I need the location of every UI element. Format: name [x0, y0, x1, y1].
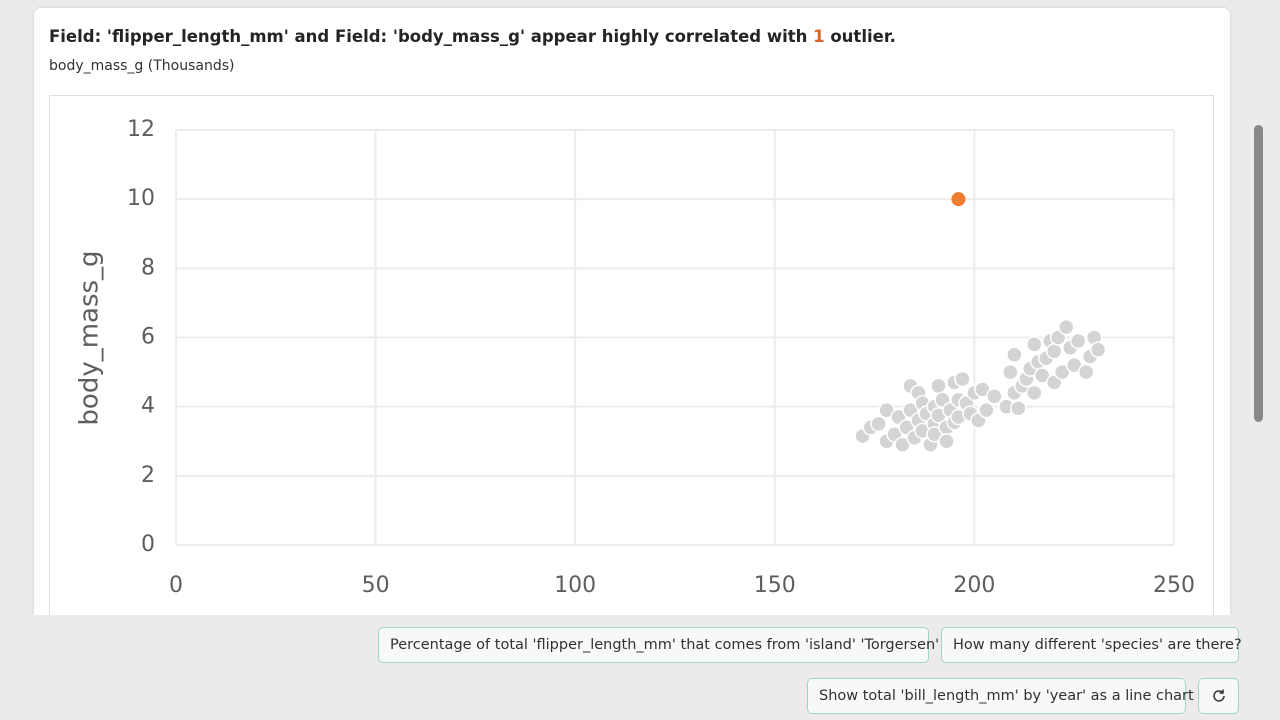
- scatter-point: [1010, 400, 1027, 417]
- y-tick-label: 0: [141, 532, 155, 557]
- suggestion-button[interactable]: How many different 'species' are there?: [941, 627, 1242, 663]
- scatter-point: [1002, 363, 1019, 381]
- scatter-point: [986, 388, 1003, 405]
- x-tick-label: 100: [554, 573, 596, 598]
- x-tick-label: 200: [953, 573, 995, 598]
- x-tick-label: 50: [362, 573, 390, 598]
- scatter-point: [1006, 346, 1023, 364]
- y-axis-title: body_mass_g: [75, 250, 105, 425]
- scatter-point: [1057, 318, 1075, 336]
- x-tick-label: 250: [1153, 573, 1195, 598]
- scatter-point: [1069, 332, 1087, 350]
- scatter-point: [1026, 336, 1043, 353]
- scatter-point: [951, 192, 966, 207]
- scatter-point: [930, 377, 947, 395]
- chart-subtitle: body_mass_g (Thousands): [49, 58, 235, 74]
- scrollbar-thumb[interactable]: [1254, 125, 1263, 422]
- scatter-point: [954, 370, 971, 388]
- title-text: Field: 'flipper_length_mm' and Field: 'b…: [49, 27, 808, 46]
- x-tick-label: 0: [169, 573, 183, 598]
- suggestion-button[interactable]: Percentage of total 'flipper_length_mm' …: [378, 627, 939, 663]
- y-tick-label: 6: [141, 325, 155, 350]
- x-tick-label: 150: [754, 573, 796, 598]
- scatter-point: [1026, 384, 1043, 402]
- title-text: outlier.: [830, 27, 896, 46]
- scatter-point: [938, 433, 955, 450]
- y-tick-label: 8: [141, 255, 155, 280]
- y-tick-label: 10: [127, 186, 155, 211]
- scatter-point: [1077, 363, 1095, 381]
- outlier-count: 1: [813, 27, 825, 46]
- y-tick-label: 12: [127, 117, 155, 142]
- scatter-point: [978, 401, 995, 419]
- refresh-button[interactable]: [1198, 678, 1239, 714]
- refresh-icon: [1212, 689, 1225, 702]
- y-tick-label: 4: [141, 394, 155, 419]
- suggestion-button[interactable]: Show total 'bill_length_mm' by 'year' as…: [807, 678, 1194, 714]
- insight-title: Field: 'flipper_length_mm' and Field: 'b…: [49, 27, 896, 46]
- scatter-point: [1045, 343, 1063, 360]
- chart: body_mass_g 0 2 4 6 8 10 12 0 50 100 150 200 250: [49, 95, 1214, 615]
- y-tick-label: 2: [141, 463, 155, 488]
- scatter-point: [1089, 341, 1107, 358]
- scatter-point: [870, 415, 887, 433]
